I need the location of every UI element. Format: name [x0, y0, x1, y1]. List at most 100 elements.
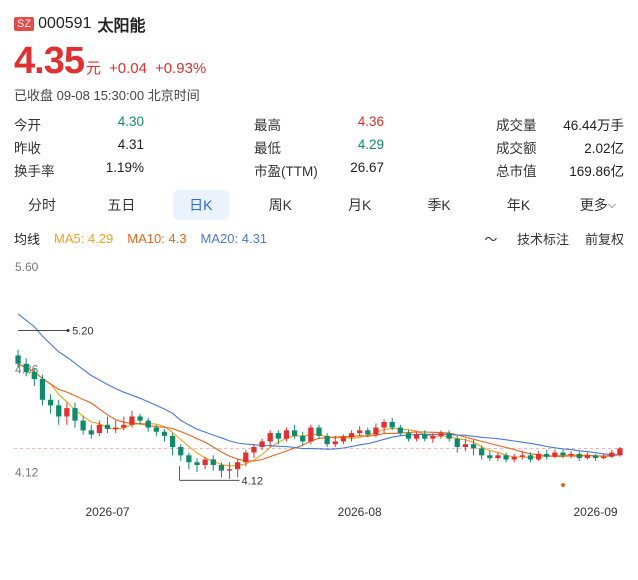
tab-0[interactable]: 分时 [28, 197, 56, 213]
candle-body [381, 422, 387, 428]
candle-body [15, 355, 21, 364]
candle-body [438, 433, 444, 436]
candle-body [609, 452, 615, 457]
indicator-button[interactable]: 〜 技术标注 [484, 232, 569, 247]
stat-value: 26.67 [350, 159, 384, 175]
candle-body [389, 422, 395, 428]
tab-5[interactable]: 季K [427, 197, 451, 213]
stat-cell: 昨收 4.31 [14, 137, 144, 157]
x-tick-label: 2026-09 [574, 505, 618, 519]
candle-body [80, 420, 86, 431]
candle-body [235, 462, 241, 470]
ma5-value: MA5: 4.29 [54, 231, 114, 246]
candle-body [259, 441, 265, 447]
stat-value: 2.02亿 [584, 140, 624, 156]
candle-body [519, 455, 525, 457]
candle-body [617, 448, 623, 456]
candle-body [340, 437, 347, 442]
stat-label: 市盈(TTM) [254, 163, 318, 179]
adjust-button[interactable]: 前复权 [584, 232, 624, 247]
ma20-line [17, 313, 620, 456]
candle-body [365, 430, 371, 435]
chart-tools: 〜 技术标注 前复权 [452, 229, 624, 248]
candle-body [324, 435, 330, 445]
candle-body [291, 430, 298, 436]
candle-body [31, 372, 37, 379]
exchange-badge: SZ [14, 17, 35, 31]
candle-body [568, 453, 574, 456]
stat-cell: 市盈(TTM) 26.67 [254, 160, 384, 180]
y-tick-label: 5.60 [15, 260, 39, 274]
stat-label: 最高 [254, 117, 281, 133]
candle-body [23, 363, 29, 373]
candle-body [88, 430, 94, 435]
tab-6[interactable]: 年K [506, 197, 531, 213]
stat-value: 4.36 [357, 113, 384, 129]
candle-body [96, 424, 103, 434]
kline-chart[interactable]: 5.604.864.122026-072026-082026-095.204.1… [0, 250, 638, 530]
tab-4[interactable]: 月K [348, 197, 372, 213]
tab-7[interactable]: 更多 ⌵ [579, 197, 617, 213]
ma10-line [17, 363, 620, 462]
stat-value: 169.86亿 [569, 163, 624, 179]
stock-header: SZ 000591 太阳能 [14, 12, 145, 36]
stock-code: 000591 [38, 15, 92, 32]
candle-body [169, 435, 176, 447]
candle-body [202, 459, 208, 466]
candle-body [218, 465, 225, 471]
stat-value: 1.19% [105, 159, 144, 175]
candle-body [503, 455, 509, 460]
stat-cell: 成交量 46.44万手 [496, 114, 624, 134]
stock-name: 太阳能 [97, 18, 146, 35]
candle-body [178, 446, 184, 456]
candle-body [479, 448, 485, 456]
candle-body [308, 427, 314, 442]
candle-body [113, 427, 119, 429]
price-row: 4.35 元 +0.04 +0.93% [14, 40, 206, 83]
ma-label: 均线 [14, 232, 41, 247]
candle-body [454, 438, 460, 447]
tab-3[interactable]: 周K [268, 197, 292, 213]
current-price: 4.35 [14, 40, 85, 82]
stats-row: 换手率 1.19% 市盈(TTM) 26.67 总市值 169.86亿 [14, 158, 624, 181]
candle-body [332, 441, 338, 445]
stat-value: 4.30 [117, 113, 144, 129]
event-dot [561, 483, 565, 487]
candle-body [300, 435, 306, 442]
candle-body [592, 455, 599, 459]
x-tick-label: 2026-07 [86, 505, 130, 519]
candle-body [511, 456, 517, 460]
candle-body [405, 433, 412, 439]
candle-body [527, 455, 534, 460]
candle-body [64, 408, 70, 417]
stats-row: 今开 4.30 最高 4.36 成交量 46.44万手 [14, 112, 624, 135]
candle-body [56, 405, 62, 417]
candle-body [137, 416, 143, 421]
tab-2[interactable]: 日K [172, 190, 229, 220]
low-marker-label: 4.12 [242, 475, 263, 487]
stat-cell: 总市值 169.86亿 [496, 160, 624, 180]
stat-value: 4.29 [357, 136, 384, 152]
candle-body [470, 444, 477, 449]
candle-body [129, 416, 135, 425]
stats-grid: 今开 4.30 最高 4.36 成交量 46.44万手 昨收 4.31 最低 4.29 成交额 2.0… [14, 112, 624, 181]
stat-label: 总市值 [496, 163, 537, 179]
stats-row: 昨收 4.31 最低 4.29 成交额 2.02亿 [14, 135, 624, 158]
wave-icon: 〜 [484, 232, 501, 247]
candle-body [348, 433, 355, 438]
candle-body [544, 453, 550, 457]
candle-body [397, 427, 403, 434]
price-change-pct: +0.93% [154, 60, 207, 77]
candle-body [462, 444, 469, 447]
candle-body [226, 469, 233, 471]
tab-1[interactable]: 五日 [107, 197, 136, 213]
y-tick-label: 4.12 [15, 465, 39, 479]
candle-body [194, 462, 200, 466]
stat-cell: 今开 4.30 [14, 114, 144, 134]
stat-label: 换手率 [14, 163, 55, 179]
candle-body [430, 435, 436, 439]
chevron-down-icon: ⌵ [607, 198, 617, 211]
stat-label: 昨收 [14, 140, 41, 156]
candle-body [373, 427, 379, 435]
candle-body [601, 456, 607, 459]
